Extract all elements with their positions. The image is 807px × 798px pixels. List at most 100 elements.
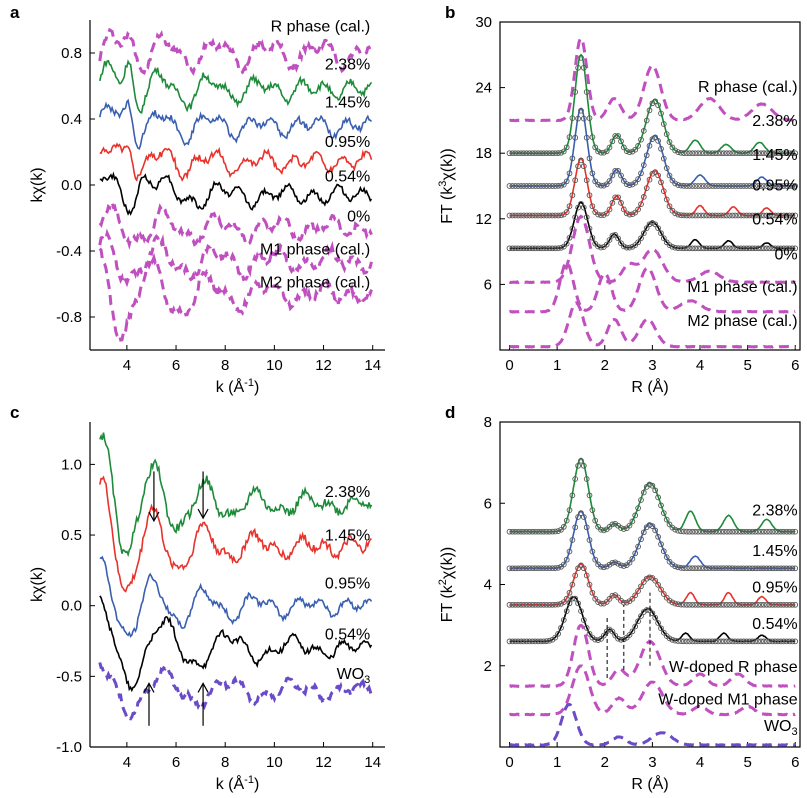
y-tick-label: 0.4: [61, 111, 82, 128]
fit-point: [603, 148, 610, 155]
fit-point: [715, 601, 721, 608]
fit-point: [658, 586, 664, 593]
y-tick-label: 1.0: [61, 456, 82, 473]
fit-point: [586, 192, 593, 199]
y-tick-label: 12: [475, 211, 492, 228]
fit-point: [595, 148, 601, 155]
fit-point: [643, 575, 650, 582]
x-tick-label: 1: [553, 754, 561, 771]
fit-point: [638, 613, 644, 619]
fit-point: [695, 565, 701, 572]
fit-point: [612, 194, 619, 201]
fit-point: [746, 638, 753, 645]
fit-point: [749, 245, 756, 252]
fit-point: [538, 528, 544, 535]
fit-point: [540, 212, 547, 219]
fit-point: [660, 510, 667, 516]
fit-point: [658, 230, 664, 237]
fit-point: [660, 629, 667, 636]
fit-point: [632, 550, 639, 557]
fit-point: [695, 638, 701, 645]
fit-point: [675, 564, 681, 571]
fit-point: [512, 638, 519, 645]
fit-point: [538, 150, 544, 157]
fit-point: [780, 245, 787, 252]
fit-point: [738, 565, 744, 572]
fit-point: [772, 565, 779, 572]
fit-point: [669, 636, 676, 643]
fit-point: [638, 201, 644, 208]
fit-point: [692, 150, 699, 157]
fit-point: [540, 150, 547, 157]
fit-point: [703, 245, 710, 252]
fit-point: [649, 220, 656, 226]
fit-point: [743, 565, 750, 572]
series-line: [509, 457, 796, 533]
fit-point: [735, 150, 741, 157]
arrow-head: [143, 682, 155, 693]
fit-point: [515, 183, 521, 189]
fit-point: [595, 599, 601, 605]
fit-point: [520, 528, 527, 535]
fit-point: [566, 548, 573, 555]
fit-point: [786, 601, 793, 608]
fit-point: [649, 136, 656, 142]
fit-point: [772, 212, 779, 219]
series-line: [509, 36, 796, 123]
fit-point: [729, 601, 736, 608]
fit-point: [652, 98, 659, 105]
fit-point: [783, 150, 790, 157]
fit-point: [678, 601, 684, 608]
fit-point: [546, 601, 553, 608]
fit-point: [632, 592, 639, 599]
fit-point: [549, 528, 556, 535]
fit-point: [669, 177, 676, 184]
fit-point: [526, 212, 533, 219]
fit-point: [532, 528, 539, 535]
fit-point: [709, 638, 716, 645]
x-tick-label: 12: [315, 754, 332, 771]
fit-point: [589, 234, 596, 241]
y-tick-label: 30: [475, 14, 492, 31]
fit-point: [538, 638, 544, 645]
y-tick-label: 0.8: [61, 45, 82, 62]
fit-point: [655, 494, 661, 501]
fit-point: [586, 155, 593, 162]
fit-point: [720, 601, 727, 608]
fit-point: [709, 212, 716, 219]
fit-point: [700, 150, 707, 157]
fit-point: [732, 528, 739, 535]
fit-point: [615, 194, 621, 201]
fit-point: [692, 638, 699, 645]
fit-point: [689, 212, 696, 219]
fit-point: [612, 559, 619, 566]
fit-point: [663, 196, 670, 203]
fit-point: [706, 528, 713, 535]
fit-point: [538, 565, 544, 572]
fit-point: [626, 559, 633, 566]
fit-point: [538, 183, 544, 189]
fit-point: [589, 589, 596, 596]
fit-point: [649, 482, 656, 489]
fit-point: [575, 163, 581, 170]
fit-point: [786, 212, 793, 219]
fit-point: [638, 536, 644, 543]
fit-point: [715, 638, 721, 645]
fit-point: [789, 212, 796, 219]
fit-point: [792, 183, 799, 189]
fit-point: [583, 476, 590, 482]
fit-point: [623, 210, 630, 217]
fit-point: [515, 638, 521, 645]
fit-point: [569, 192, 576, 199]
fit-point: [629, 555, 636, 562]
fit-point: [538, 212, 544, 219]
fit-point: [746, 150, 753, 157]
fit-point: [646, 221, 653, 228]
fit-point: [778, 183, 784, 189]
fit-point: [772, 150, 779, 157]
fit-point: [680, 565, 687, 571]
fit-point: [718, 528, 724, 535]
fit-point: [780, 150, 787, 157]
fit-point: [563, 240, 570, 247]
